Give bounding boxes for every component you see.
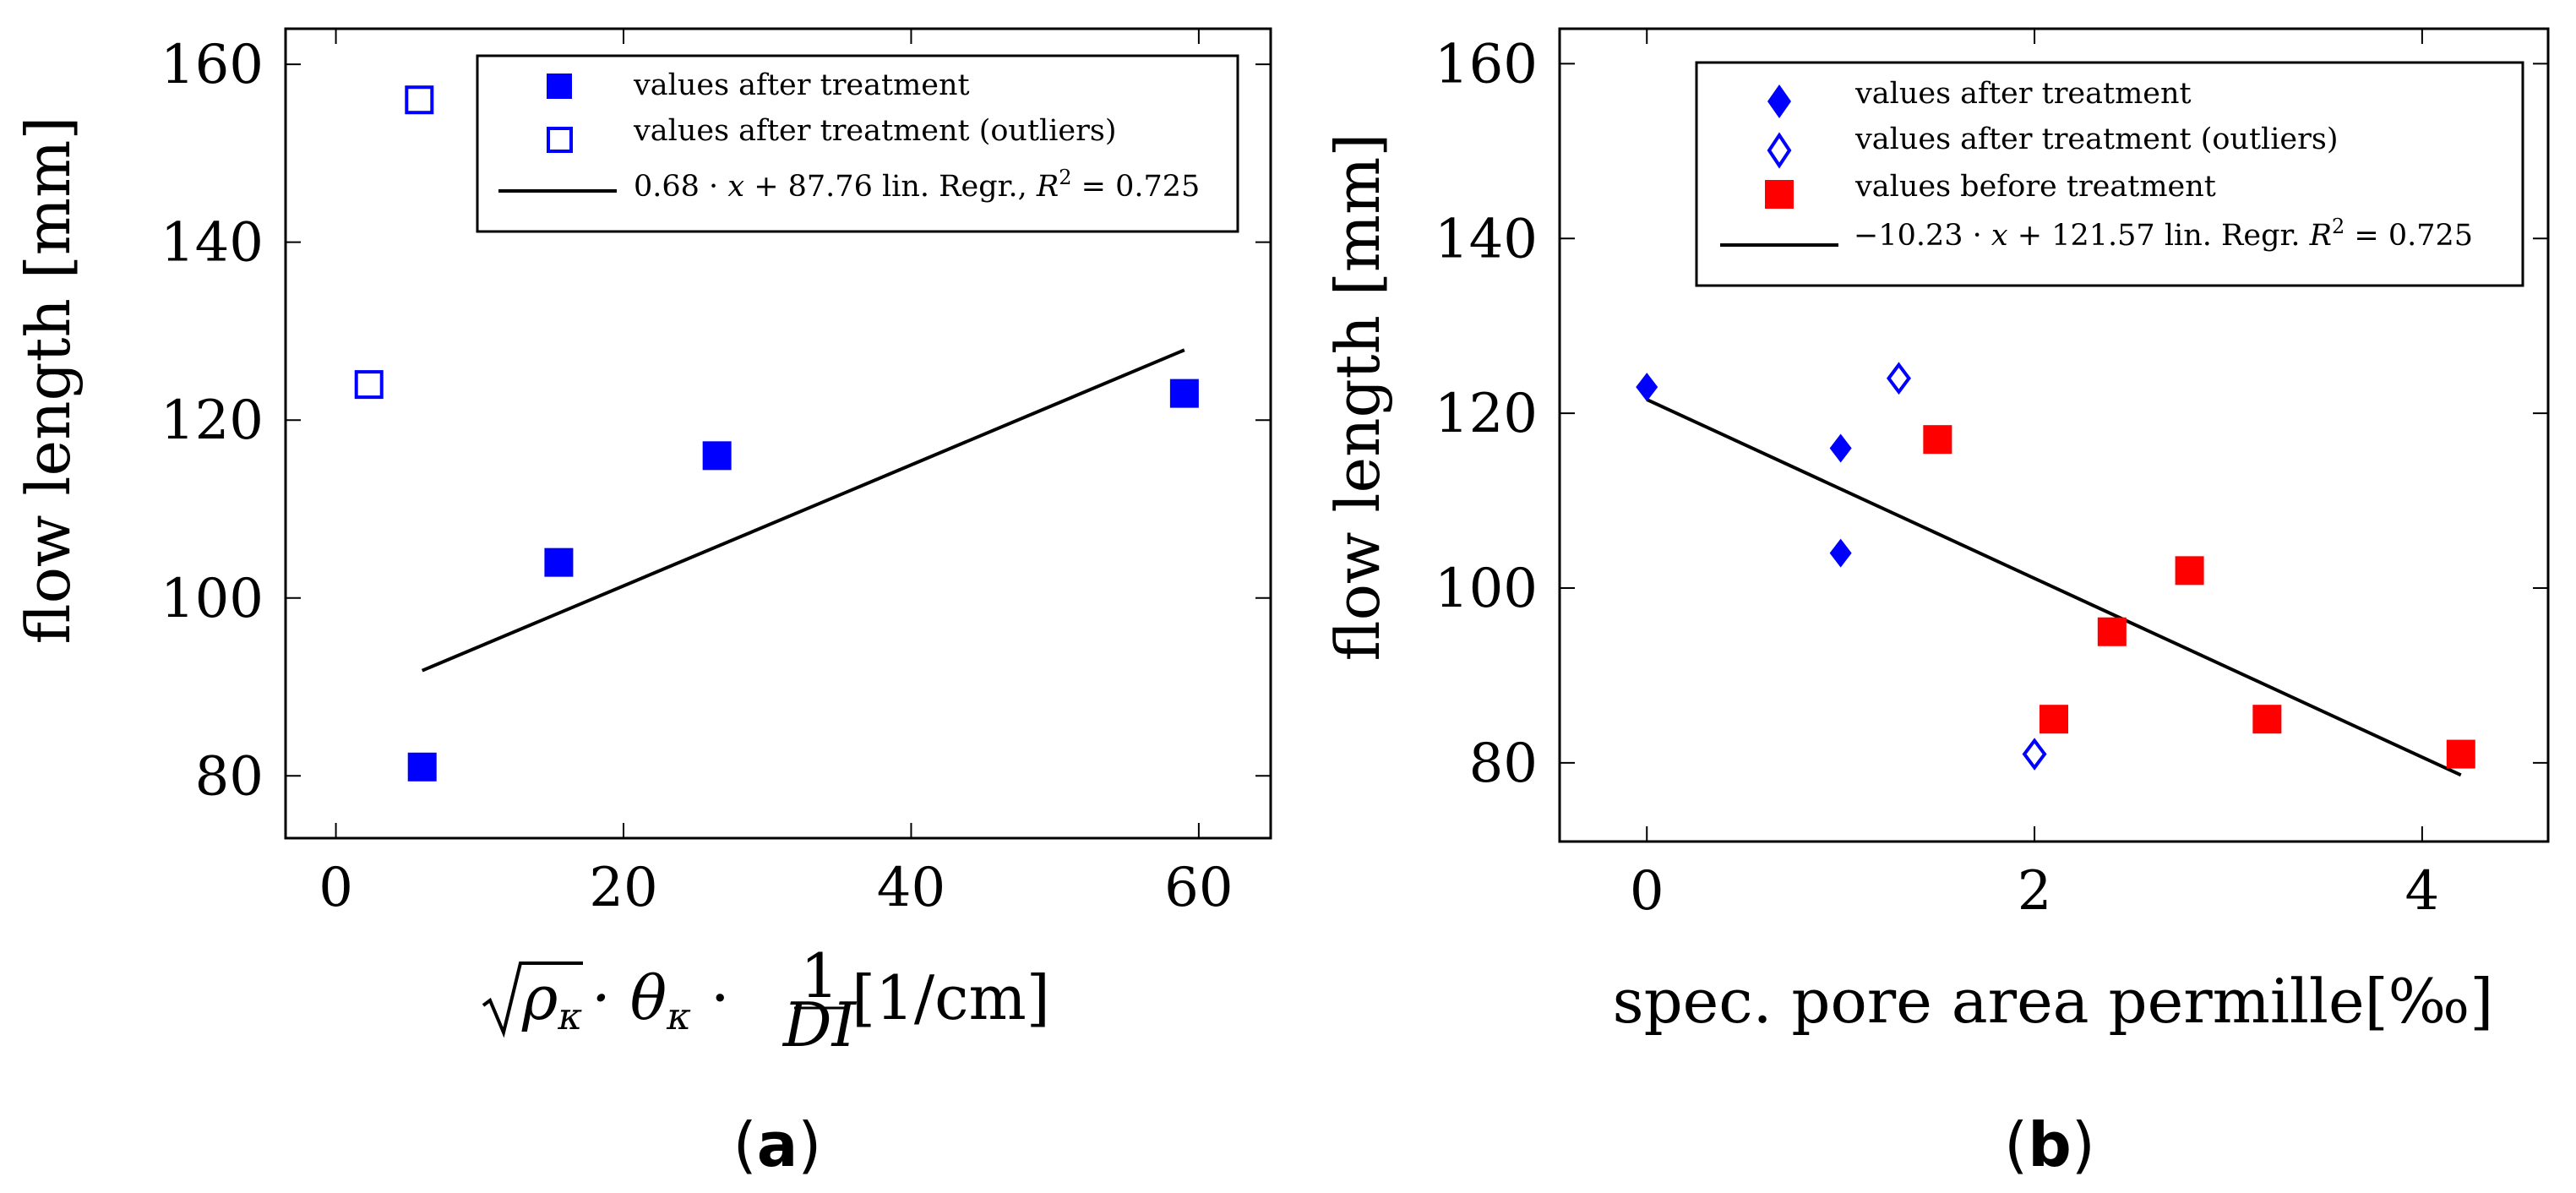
legend-b-entry-1: values after treatment [1854,77,2192,111]
data-point-filled-square [2040,705,2068,734]
x-tick-label: 60 [1164,857,1233,919]
panel-a-legend-box [476,54,1239,233]
sqrt-radical-icon [482,961,583,1038]
legend-b-entry-3: values before treatment [1854,170,2216,204]
panel-b-legend-box [1695,61,2524,287]
panel-a-y-axis-label: flow length [mm] [13,117,84,645]
panel-a-regression-line [421,348,1185,673]
legend-filled-square-icon [547,74,572,99]
y-tick-label: 120 [1435,383,1538,445]
y-tick-label: 160 [1435,33,1538,95]
svg-text:· θκ ·: · θκ · [591,962,730,1038]
panel-b-caption: (b) [2004,1109,2095,1180]
legend-filled-diamond-icon [1767,84,1791,118]
x-label-theta-sub: κ [666,995,691,1038]
data-point-filled-square [2252,705,2282,734]
legend-a-entry-1: values after treatment [633,68,970,102]
data-point-filled-square [407,752,437,782]
data-point-filled-square [702,441,732,471]
data-point-filled-square [2446,739,2475,769]
data-point-open-diamond [2022,738,2047,771]
x-tick-label: 4 [2405,860,2440,923]
panel-b-legend: values after treatment values after trea… [1695,61,2524,287]
legend-a-entry-3: 0.68 · x + 87.76 lin. Regr., R2 = 0.725 [634,166,1200,204]
x-tick-label: 2 [2018,860,2052,923]
panel-b-ticks [1560,29,2548,842]
panel-a-caption: (a) [733,1109,822,1180]
x-tick-label: 20 [589,857,657,919]
data-point-open-diamond [1886,362,1911,395]
x-tick-label: 40 [877,857,945,919]
x-tick-label: 0 [319,857,353,919]
data-point-filled-diamond [1829,433,1852,463]
panel-b-x-axis-label: spec. pore area permille[‰] [1613,966,2494,1037]
panel-a-points [354,85,1199,782]
panel-a-tick-labels: 0 20 40 60 80 100 120 140 160 [161,34,1234,919]
panel-a-plot-frame [284,27,1272,840]
svg-text:ρκ: ρκ [521,962,582,1038]
x-label-theta: · θ [591,962,667,1033]
legend-b-entry-2: values after treatment (outliers) [1854,123,2338,156]
data-point-filled-diamond [1636,373,1658,402]
data-point-filled-square [2175,556,2204,586]
legend-open-square-icon [547,127,573,153]
panel-b-plot-frame [1558,27,2550,843]
x-label-dot: · [691,962,730,1033]
panel-a: 0 20 40 60 80 100 120 140 160 flow length [mm] ρ… [13,27,1272,1180]
y-tick-label: 140 [161,212,264,275]
data-point-open-square [405,85,434,115]
panel-b-points [1636,362,2475,771]
legend-a-entry-2: values after treatment (outliers) [633,114,1116,148]
x-label-rho: ρ [521,962,558,1033]
x-tick-label: 0 [1630,860,1664,923]
data-point-filled-square [1923,425,1952,455]
legend-b-entry-4: −10.23 · x + 121.57 lin. Regr. R2 = 0.72… [1854,215,2473,253]
data-point-filled-square [2097,617,2127,646]
x-label-unit: [1/cm] [852,962,1050,1033]
panel-b-regression-line [1646,398,2462,777]
panel-a-x-axis-label: ρκ · θκ · 1 DI [1/cm] [482,940,1050,1060]
panel-b: 0 2 4 80 100 120 140 160 flow length [mm] spec.… [1322,27,2550,1180]
legend-red-square-icon [1765,180,1794,209]
data-point-open-square [354,370,384,400]
legend-open-diamond-icon [1767,132,1792,169]
y-tick-label: 80 [1469,733,1538,795]
x-label-frac-den: DI [782,989,858,1060]
y-tick-label: 160 [161,34,264,96]
x-label-frac-num: 1 [800,940,839,1011]
y-tick-label: 80 [195,745,264,808]
data-point-filled-square [544,547,574,577]
x-label-rho-sub: κ [557,995,582,1038]
y-tick-label: 140 [1435,208,1538,270]
y-tick-label: 100 [161,568,264,630]
data-point-filled-diamond [1829,538,1852,568]
panel-a-ticks [286,29,1271,838]
data-point-filled-square [1169,379,1199,408]
y-tick-label: 120 [161,389,264,452]
panel-b-tick-labels: 0 2 4 80 100 120 140 160 [1435,33,2439,923]
y-tick-label: 100 [1435,558,1538,620]
panel-a-legend: values after treatment values after trea… [476,54,1239,233]
panel-b-y-axis-label: flow length [mm] [1322,133,1393,662]
